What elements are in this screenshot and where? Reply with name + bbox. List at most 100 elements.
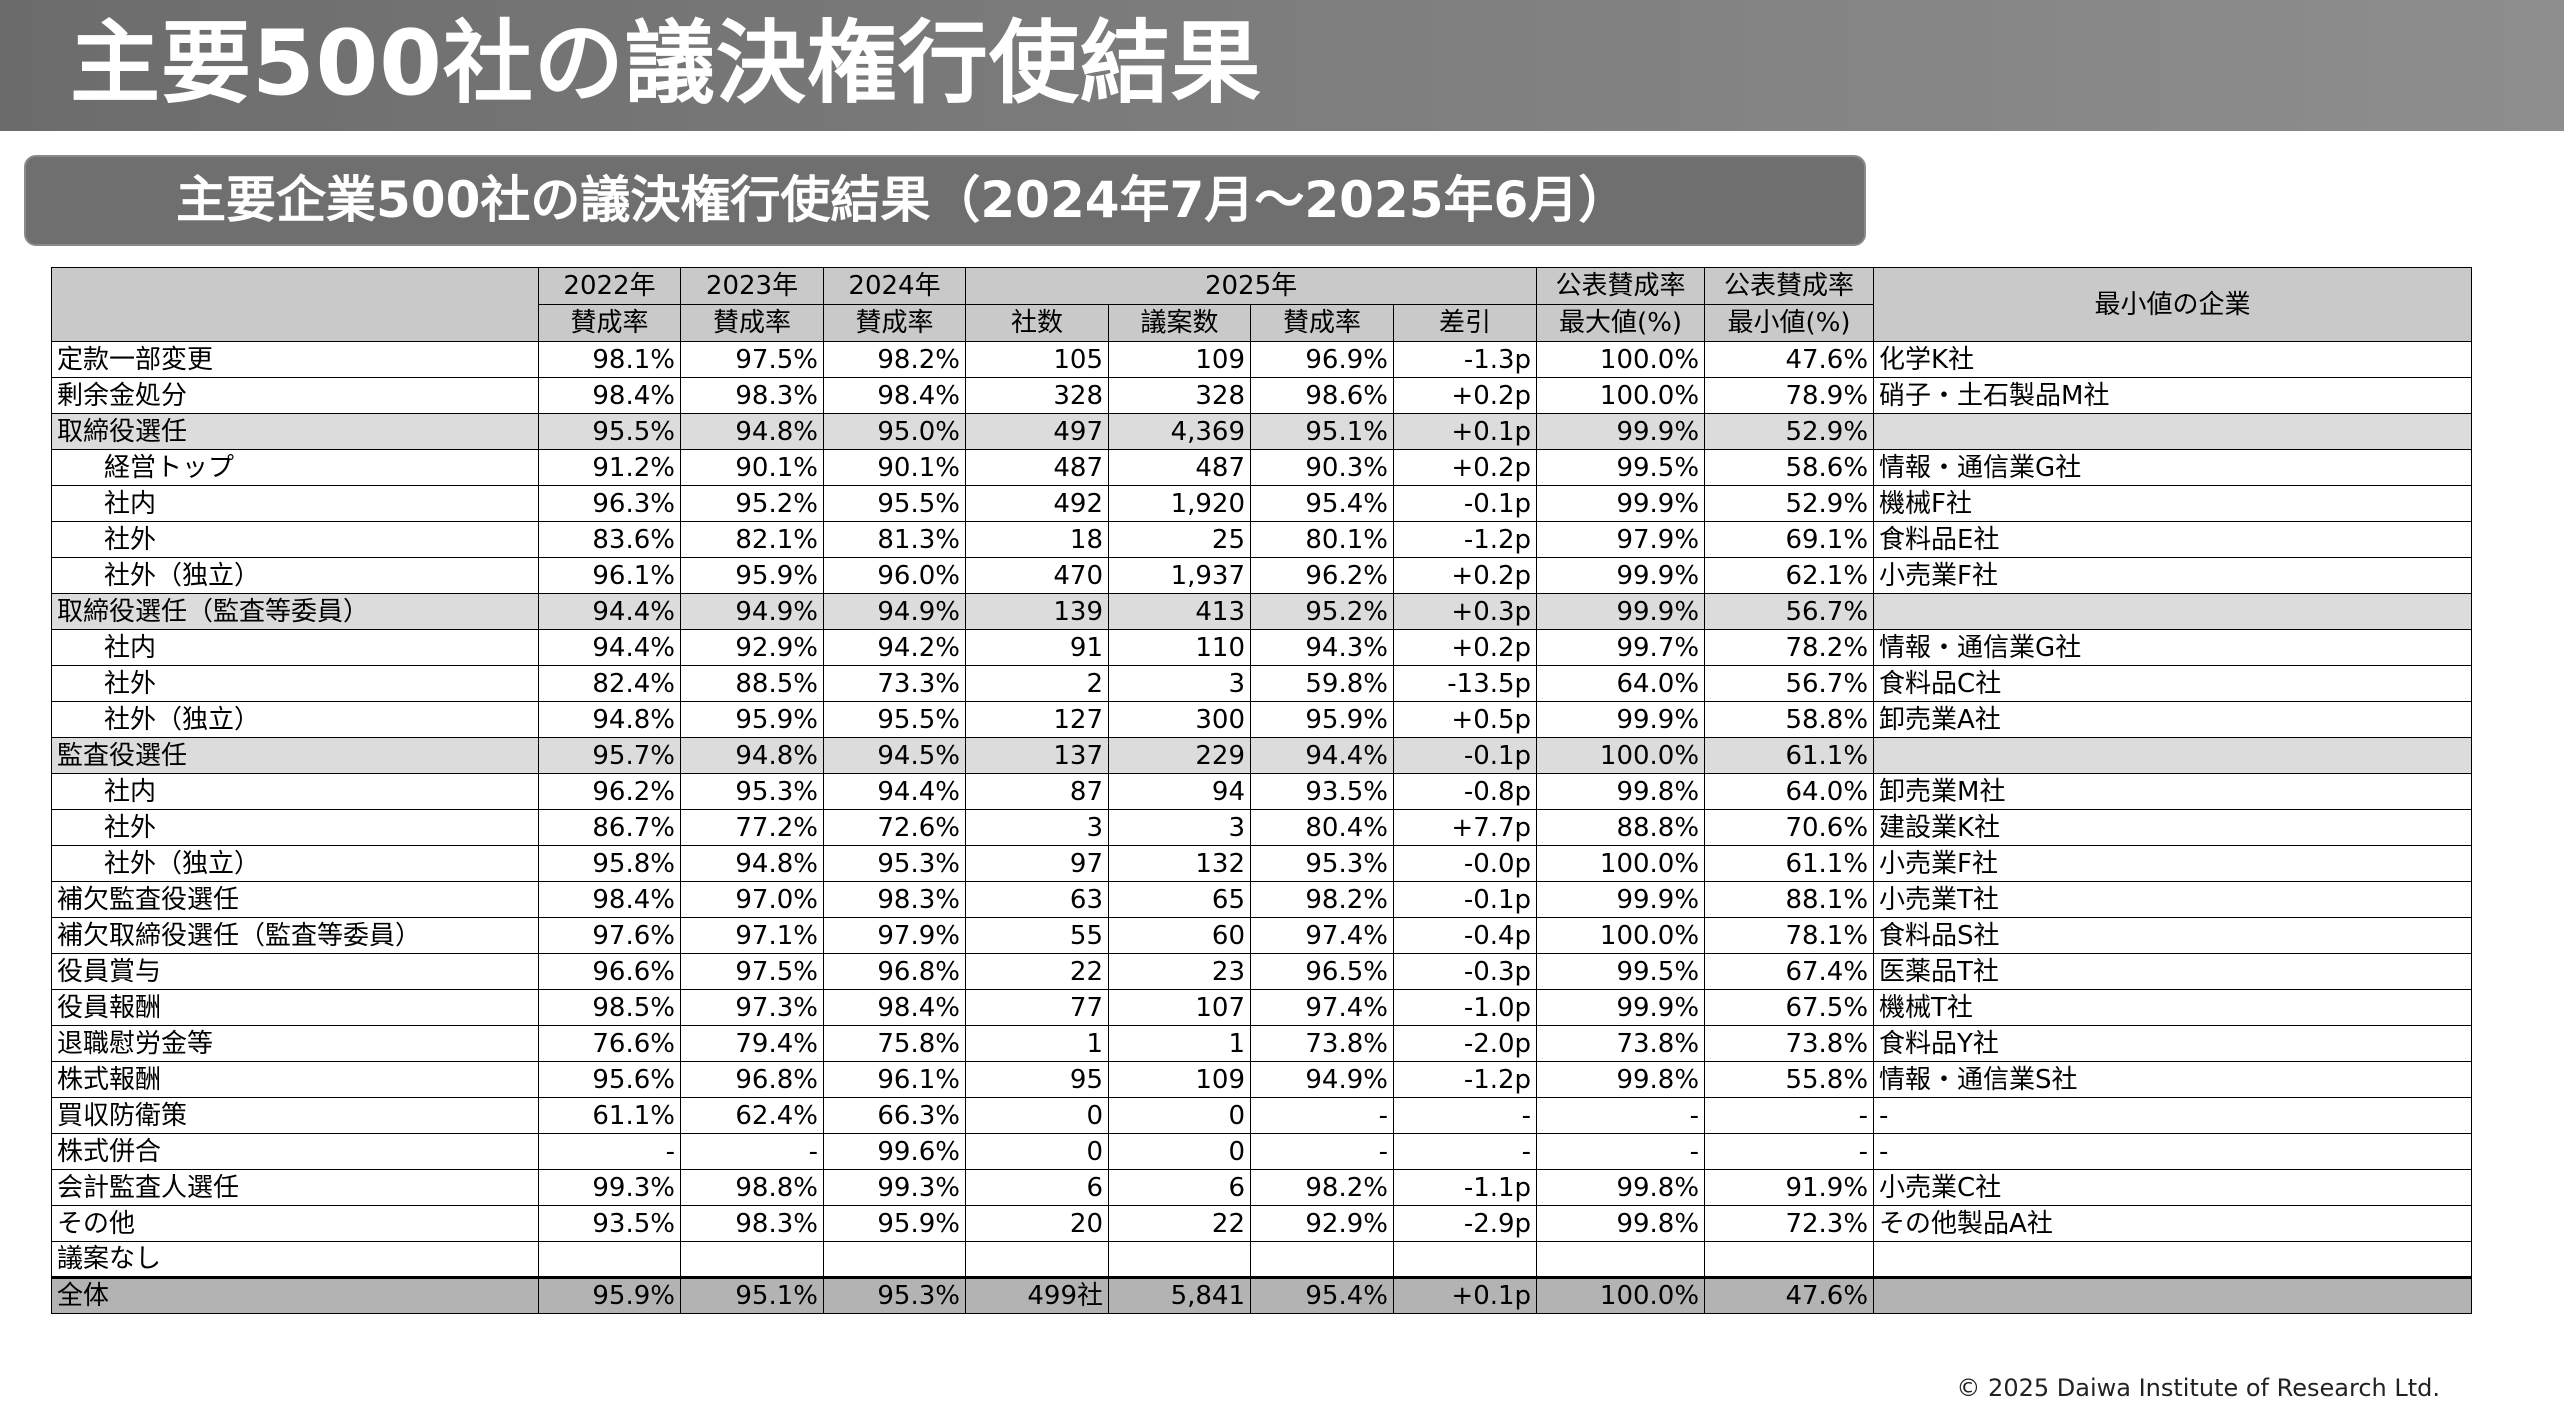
cell-max-approval: 100.0% [1536,1276,1706,1314]
row-label: 剰余金処分 [51,377,539,414]
table-row: 監査役選任 95.7% 94.8% 94.5% 137 229 94.4% -0.1p 100.… [51,737,2473,774]
cell-min-approval: 61.1% [1704,737,1875,774]
cell-2025-companies: 328 [965,377,1109,414]
cell-min-approval: 56.7% [1704,665,1875,702]
cell-min-approval: - [1704,1097,1875,1134]
cell-max-approval: 99.9% [1536,989,1706,1026]
cell-2022-approval: 94.4% [538,629,681,666]
cell-min-approval: 78.1% [1704,917,1875,954]
cell-2025-companies: 91 [965,629,1109,666]
cell-2025-diff: -13.5p [1392,665,1538,702]
table-row: 経営トップ 91.2% 90.1% 90.1% 487 487 90.3% +0.2p 99.5… [51,449,2473,486]
cell-2022-approval: 86.7% [538,809,681,846]
cell-2023-approval: 98.3% [680,377,824,414]
table-row: 議案なし [51,1241,2473,1278]
cell-2025-approval: 92.9% [1250,1205,1394,1242]
cell-min-approval: 47.6% [1704,341,1875,378]
row-label: 取締役選任（監査等委員） [51,593,539,630]
row-label: 定款一部変更 [51,341,539,378]
cell-min-approval: 62.1% [1704,557,1875,594]
cell-min-company: 機械T社 [1873,989,2473,1026]
cell-min-company: 情報・通信業S社 [1873,1061,2473,1098]
cell-2025-diff: -0.4p [1392,917,1538,954]
row-label: 全体 [51,1276,539,1314]
table-row: その他 93.5% 98.3% 95.9% 20 22 92.9% -2.9p 99.8% 72.… [51,1205,2473,1242]
cell-min-company: 化学K社 [1873,341,2473,378]
cell-2025-companies: 55 [965,917,1109,954]
cell-2025-companies: 77 [965,989,1109,1026]
cell-max-approval: 99.8% [1536,1061,1706,1098]
cell-2025-diff: - [1392,1097,1538,1134]
cell-max-approval: 97.9% [1536,521,1706,558]
cell-min-approval: 78.9% [1704,377,1875,414]
cell-2025-approval: 73.8% [1250,1025,1394,1062]
cell-2023-approval: 88.5% [680,665,824,702]
table-header: 2022年 2023年 2024年 2025年 公表賛成率 公表賛成率 最小値の… [51,267,2473,342]
cell-max-approval: 100.0% [1536,377,1706,414]
cell-2025-proposals: 3 [1108,809,1251,846]
cell-2023-approval: 97.3% [680,989,824,1026]
cell-2025-proposals: 65 [1108,881,1251,918]
cell-min-company: - [1873,1133,2473,1170]
cell-2025-companies: 97 [965,845,1109,882]
header-min-top: 公表賛成率 [1704,267,1875,305]
cell-min-company [1873,413,2473,450]
cell-2022-approval: - [538,1133,681,1170]
header-2023-approval: 賛成率 [680,304,824,342]
cell-2025-approval: 98.2% [1250,881,1394,918]
row-label: 退職慰労金等 [51,1025,539,1062]
cell-2024-approval: 96.8% [823,953,966,990]
row-label: 議案なし [51,1241,539,1278]
cell-2022-approval: 82.4% [538,665,681,702]
cell-min-company: - [1873,1097,2473,1134]
table-row: 社内 94.4% 92.9% 94.2% 91 110 94.3% +0.2p 99.7% 78.… [51,629,2473,666]
header-max-top: 公表賛成率 [1536,267,1706,305]
cell-2024-approval: 96.0% [823,557,966,594]
cell-2025-companies: 1 [965,1025,1109,1062]
cell-min-company: 卸売業A社 [1873,701,2473,738]
header-2023: 2023年 [680,267,824,305]
cell-max-approval: 99.9% [1536,593,1706,630]
cell-2025-diff: +0.5p [1392,701,1538,738]
cell-min-company: 食料品S社 [1873,917,2473,954]
cell-2025-proposals: 22 [1108,1205,1251,1242]
cell-2022-approval: 95.9% [538,1276,681,1314]
cell-min-approval: 73.8% [1704,1025,1875,1062]
cell-min-approval: 72.3% [1704,1205,1875,1242]
copyright-footer: © 2025 Daiwa Institute of Research Ltd. [1956,1374,2440,1402]
cell-2025-diff: -0.3p [1392,953,1538,990]
cell-2024-approval: 98.4% [823,989,966,1026]
cell-2024-approval: 95.5% [823,485,966,522]
row-label: 買収防衛策 [51,1097,539,1134]
cell-2024-approval: 72.6% [823,809,966,846]
cell-min-company: 情報・通信業G社 [1873,629,2473,666]
cell-min-company [1873,737,2473,774]
cell-2025-proposals: 94 [1108,773,1251,810]
cell-2023-approval: 98.8% [680,1169,824,1206]
cell-2025-diff [1392,1241,1538,1278]
cell-2024-approval: 95.9% [823,1205,966,1242]
cell-min-approval: 78.2% [1704,629,1875,666]
cell-2022-approval: 93.5% [538,1205,681,1242]
cell-min-company: その他製品A社 [1873,1205,2473,1242]
row-label: 役員報酬 [51,989,539,1026]
cell-max-approval: 88.8% [1536,809,1706,846]
cell-max-approval: 100.0% [1536,341,1706,378]
row-label: 社外（独立） [51,701,539,738]
cell-2025-companies: 139 [965,593,1109,630]
cell-2024-approval: 98.3% [823,881,966,918]
cell-2025-companies: 105 [965,341,1109,378]
cell-2022-approval [538,1241,681,1278]
header-2022: 2022年 [538,267,681,305]
cell-2022-approval: 83.6% [538,521,681,558]
cell-2025-approval: 95.4% [1250,1276,1394,1314]
cell-max-approval: 99.5% [1536,953,1706,990]
row-label: 社外 [51,665,539,702]
cell-min-company [1873,593,2473,630]
table-row: 剰余金処分 98.4% 98.3% 98.4% 328 328 98.6% +0.2p 100.… [51,377,2473,414]
table-row: 役員賞与 96.6% 97.5% 96.8% 22 23 96.5% -0.3p 99.5% 67… [51,953,2473,990]
row-label: 社外（独立） [51,557,539,594]
header-min-bottom: 最小値(%) [1704,304,1875,342]
cell-2023-approval: 95.1% [680,1276,824,1314]
cell-min-approval: 47.6% [1704,1276,1875,1314]
